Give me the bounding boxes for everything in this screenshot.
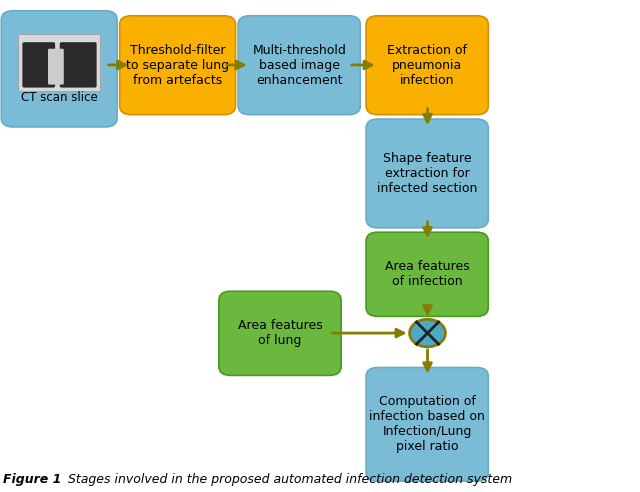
FancyBboxPatch shape <box>366 232 488 316</box>
Text: Shape feature
extraction for
infected section: Shape feature extraction for infected se… <box>377 152 477 195</box>
FancyBboxPatch shape <box>22 42 55 88</box>
FancyBboxPatch shape <box>48 49 64 85</box>
FancyBboxPatch shape <box>60 42 97 88</box>
FancyBboxPatch shape <box>366 16 488 115</box>
Text: Stages involved in the proposed automated infection detection system: Stages involved in the proposed automate… <box>60 473 511 486</box>
FancyBboxPatch shape <box>120 16 236 115</box>
Text: Threshold-filter
to separate lung
from artefacts: Threshold-filter to separate lung from a… <box>126 44 229 87</box>
Circle shape <box>410 319 445 347</box>
Text: Figure 1: Figure 1 <box>3 473 61 486</box>
Text: Multi-threshold
based image
enhancement: Multi-threshold based image enhancement <box>252 44 346 87</box>
FancyBboxPatch shape <box>1 11 117 127</box>
FancyBboxPatch shape <box>366 368 488 481</box>
Text: Extraction of
pneumonia
infection: Extraction of pneumonia infection <box>387 44 467 87</box>
Text: Area features
of infection: Area features of infection <box>385 260 470 288</box>
FancyBboxPatch shape <box>219 291 341 375</box>
Text: Area features
of lung: Area features of lung <box>237 319 323 347</box>
FancyBboxPatch shape <box>366 119 488 228</box>
FancyBboxPatch shape <box>238 16 360 115</box>
Text: CT scan slice: CT scan slice <box>21 92 97 104</box>
Text: Computation of
infection based on
Infection/Lung
pixel ratio: Computation of infection based on Infect… <box>369 396 485 453</box>
FancyBboxPatch shape <box>18 34 100 91</box>
